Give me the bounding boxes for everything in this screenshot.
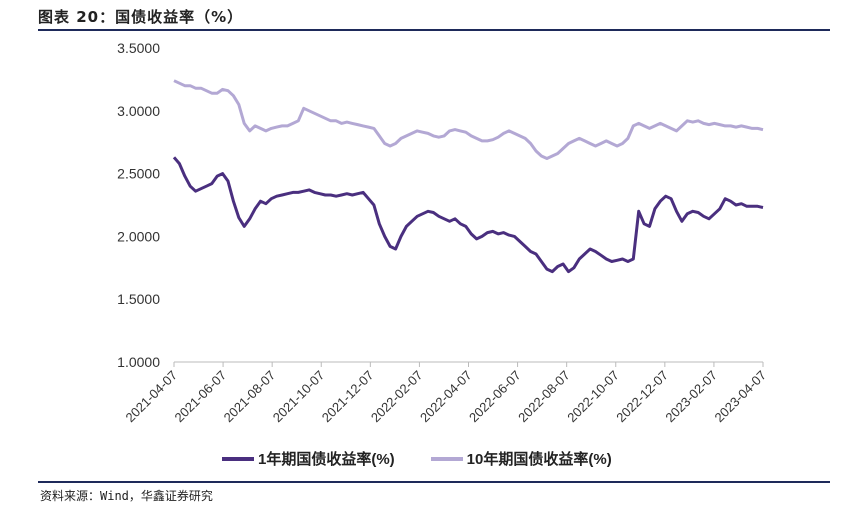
x-tick-label: 2021-08-07 <box>221 368 279 426</box>
legend-swatch-1y <box>222 456 254 461</box>
x-tick-label: 2022-02-07 <box>368 368 426 426</box>
legend-label-10y: 10年期国债收益率(%) <box>466 451 612 468</box>
bottom-rule <box>38 481 830 483</box>
legend-swatch-10y <box>430 456 463 461</box>
x-tick-label: 2022-04-07 <box>417 368 475 426</box>
x-tick-label: 2022-08-07 <box>515 368 573 426</box>
series-line-10y <box>173 79 764 160</box>
x-tick-label: 2023-04-07 <box>711 368 769 426</box>
x-tick-label: 2022-10-07 <box>564 368 622 426</box>
top-rule <box>38 29 830 31</box>
series-line-1y <box>172 156 764 274</box>
legend-label-1y: 1年期国债收益率(%) <box>258 451 395 468</box>
x-tick-label: 2023-02-07 <box>662 368 720 426</box>
x-tick-label: 2021-12-07 <box>319 368 377 426</box>
y-tick-label: 2.0000 <box>117 228 160 244</box>
x-tick-label: 2021-06-07 <box>172 368 230 426</box>
x-tick-label: 2022-06-07 <box>466 368 524 426</box>
x-tick-label: 2021-04-07 <box>122 368 180 426</box>
legend: 1年期国债收益率(%) 10年期国债收益率(%) <box>222 448 648 469</box>
x-axis-tickmarks <box>173 362 764 367</box>
legend-item-1y: 1年期国债收益率(%) <box>222 448 395 469</box>
y-tick-label: 2.5000 <box>117 166 160 182</box>
series-lines <box>172 79 764 274</box>
x-tick-label: 2022-12-07 <box>613 368 671 426</box>
y-tick-label: 1.0000 <box>117 354 160 370</box>
y-tick-label: 3.5000 <box>117 40 160 56</box>
legend-item-10y: 10年期国债收益率(%) <box>430 448 612 469</box>
x-tick-label: 2021-10-07 <box>270 368 328 426</box>
y-tick-label: 3.0000 <box>117 103 160 119</box>
y-tick-label: 1.5000 <box>117 291 160 307</box>
figure-title: 图表 20：国债收益率（%） <box>38 8 244 26</box>
source-note: 资料来源：Wind，华鑫证券研究 <box>40 489 213 503</box>
x-axis-tick-labels: 2021-04-072021-06-072021-08-072021-10-07… <box>122 368 769 426</box>
y-axis-ticks: 3.5000 3.0000 2.5000 2.0000 1.5000 1.0000 <box>117 40 160 370</box>
